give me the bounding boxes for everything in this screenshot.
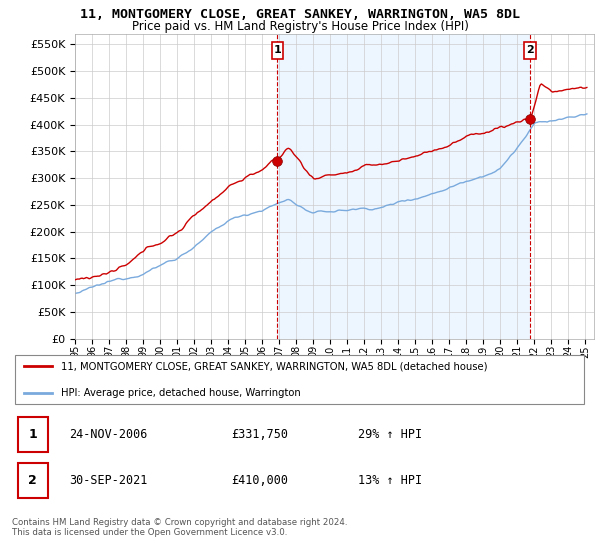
Text: 1: 1 [28,428,37,441]
Text: 11, MONTGOMERY CLOSE, GREAT SANKEY, WARRINGTON, WA5 8DL: 11, MONTGOMERY CLOSE, GREAT SANKEY, WARR… [80,8,520,21]
Text: £331,750: £331,750 [231,428,288,441]
FancyBboxPatch shape [524,42,536,59]
Text: 2: 2 [526,45,534,55]
Text: 11, MONTGOMERY CLOSE, GREAT SANKEY, WARRINGTON, WA5 8DL (detached house): 11, MONTGOMERY CLOSE, GREAT SANKEY, WARR… [61,361,487,371]
FancyBboxPatch shape [18,463,48,498]
Text: £410,000: £410,000 [231,474,288,487]
Text: 30-SEP-2021: 30-SEP-2021 [70,474,148,487]
Text: 13% ↑ HPI: 13% ↑ HPI [358,474,422,487]
Text: 29% ↑ HPI: 29% ↑ HPI [358,428,422,441]
Bar [277,34,530,339]
Text: 24-NOV-2006: 24-NOV-2006 [70,428,148,441]
FancyBboxPatch shape [15,355,584,404]
FancyBboxPatch shape [272,42,283,59]
Text: Price paid vs. HM Land Registry's House Price Index (HPI): Price paid vs. HM Land Registry's House … [131,20,469,33]
FancyBboxPatch shape [18,417,48,452]
Text: 2: 2 [28,474,37,487]
Text: HPI: Average price, detached house, Warrington: HPI: Average price, detached house, Warr… [61,388,301,398]
Text: Contains HM Land Registry data © Crown copyright and database right 2024.
This d: Contains HM Land Registry data © Crown c… [12,518,347,538]
Text: 1: 1 [274,45,281,55]
